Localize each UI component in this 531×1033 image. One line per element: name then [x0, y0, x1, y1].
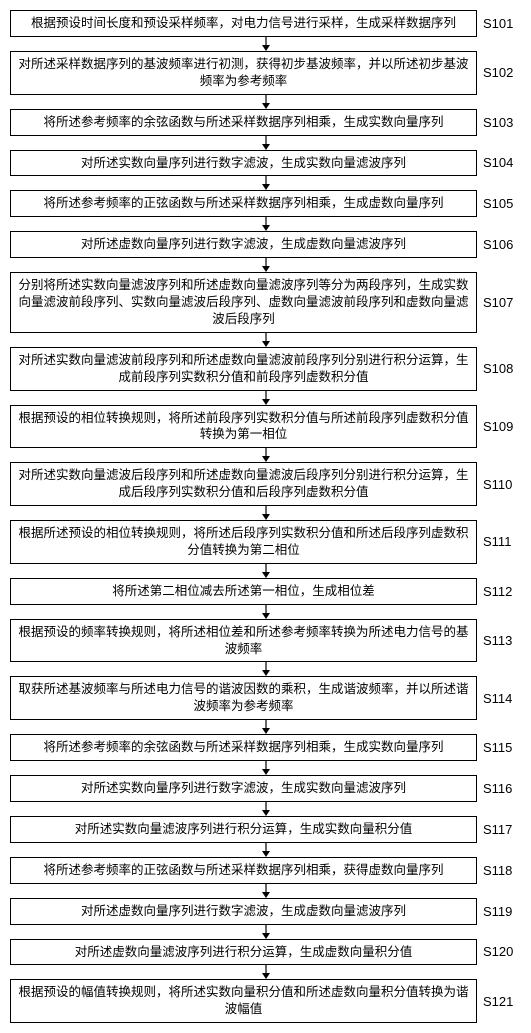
flow-step-label: S119 — [483, 904, 521, 919]
flow-step-box: 将所述参考频率的正弦函数与所述采样数据序列相乘，生成虚数向量序列 — [10, 190, 477, 217]
flow-arrow — [10, 217, 521, 231]
flowchart-container: 根据预设时间长度和预设采样频率，对电力信号进行采样，生成采样数据序列 S101 对所… — [10, 10, 521, 1023]
flow-arrow — [10, 761, 521, 775]
flow-step-label: S102 — [483, 65, 521, 80]
flow-step-box: 对所述虚数向量滤波序列进行积分运算，生成虚数向量积分值 — [10, 939, 477, 966]
flow-arrow — [10, 136, 521, 150]
flow-arrow — [10, 506, 521, 520]
flow-step-label: S116 — [483, 781, 521, 796]
flow-step: 对所述虚数向量序列进行数字滤波，生成虚数向量滤波序列 S119 — [10, 898, 521, 925]
flow-step-box: 将所述参考频率的余弦函数与所述采样数据序列相乘，生成实数向量序列 — [10, 109, 477, 136]
flow-step-label: S121 — [483, 994, 521, 1009]
flow-step-label: S118 — [483, 863, 521, 878]
flow-step-box: 取获所述基波频率与所述电力信号的谐波因数的乘积，生成谐波频率，并以所述谐波频率为… — [10, 676, 477, 720]
flow-step-label: S112 — [483, 584, 521, 599]
flow-step-label: S117 — [483, 822, 521, 837]
flow-step-label: S107 — [483, 295, 521, 310]
flow-step: 对所述实数向量序列进行数字滤波，生成实数向量滤波序列 S116 — [10, 775, 521, 802]
flow-arrow — [10, 925, 521, 939]
flow-arrow — [10, 176, 521, 190]
flow-step: 对所述实数向量滤波后段序列和所述虚数向量滤波后段序列分别进行积分运算，生成后段序… — [10, 462, 521, 506]
flow-step-label: S113 — [483, 633, 521, 648]
flow-step-box: 对所述实数向量滤波序列进行积分运算，生成实数向量积分值 — [10, 816, 477, 843]
flow-step-box: 对所述实数向量滤波后段序列和所述虚数向量滤波后段序列分别进行积分运算，生成后段序… — [10, 462, 477, 506]
flow-arrow — [10, 37, 521, 51]
flow-step-box: 根据所述预设的相位转换规则，将所述后段序列实数积分值和所述后段序列虚数积分值转换… — [10, 520, 477, 564]
flow-step-box: 将所述参考频率的余弦函数与所述采样数据序列相乘，生成实数向量序列 — [10, 734, 477, 761]
flow-step-label: S120 — [483, 944, 521, 959]
flow-arrow — [10, 258, 521, 272]
flow-step-label: S103 — [483, 115, 521, 130]
flow-arrow — [10, 662, 521, 676]
flow-arrow — [10, 448, 521, 462]
flow-step-label: S108 — [483, 361, 521, 376]
flow-step: 根据所述预设的相位转换规则，将所述后段序列实数积分值和所述后段序列虚数积分值转换… — [10, 520, 521, 564]
flow-step-label: S101 — [483, 16, 521, 31]
flow-step-box: 根据预设的相位转换规则，将所述前段序列实数积分值与所述前段序列虚数积分值转换为第… — [10, 405, 477, 449]
flow-step-box: 将所述参考频率的正弦函数与所述采样数据序列相乘，获得虚数向量序列 — [10, 857, 477, 884]
flow-step-box: 分别将所述实数向量滤波序列和所述虚数向量滤波序列等分为两段序列，生成实数向量滤波… — [10, 272, 477, 333]
flow-step-label: S115 — [483, 740, 521, 755]
flow-arrow — [10, 95, 521, 109]
flow-step-label: S104 — [483, 155, 521, 170]
flow-step-label: S111 — [483, 534, 521, 549]
flow-arrow — [10, 965, 521, 979]
flow-step-box: 对所述实数向量滤波前段序列和所述虚数向量滤波前段序列分别进行积分运算，生成前段序… — [10, 347, 477, 391]
flow-step-box: 根据预设的幅值转换规则，将所述实数向量积分值和所述虚数向量积分值转换为谐波幅值 — [10, 979, 477, 1023]
flow-step: 将所述参考频率的余弦函数与所述采样数据序列相乘，生成实数向量序列 S115 — [10, 734, 521, 761]
flow-arrow — [10, 720, 521, 734]
flow-step-box: 对所述实数向量序列进行数字滤波，生成实数向量滤波序列 — [10, 775, 477, 802]
flow-step: 分别将所述实数向量滤波序列和所述虚数向量滤波序列等分为两段序列，生成实数向量滤波… — [10, 272, 521, 333]
flow-arrow — [10, 802, 521, 816]
flow-step: 对所述虚数向量滤波序列进行积分运算，生成虚数向量积分值 S120 — [10, 939, 521, 966]
flow-step: 对所述虚数向量序列进行数字滤波，生成虚数向量滤波序列 S106 — [10, 231, 521, 258]
flow-arrow — [10, 333, 521, 347]
flow-arrow — [10, 564, 521, 578]
flow-step: 根据预设的相位转换规则，将所述前段序列实数积分值与所述前段序列虚数积分值转换为第… — [10, 405, 521, 449]
flow-arrow — [10, 843, 521, 857]
flow-step: 根据预设时间长度和预设采样频率，对电力信号进行采样，生成采样数据序列 S101 — [10, 10, 521, 37]
flow-step: 根据预设的幅值转换规则，将所述实数向量积分值和所述虚数向量积分值转换为谐波幅值 S… — [10, 979, 521, 1023]
flow-step-box: 将所述第二相位减去所述第一相位，生成相位差 — [10, 578, 477, 605]
flow-step-box: 根据预设时间长度和预设采样频率，对电力信号进行采样，生成采样数据序列 — [10, 10, 477, 37]
flow-step-box: 对所述实数向量序列进行数字滤波，生成实数向量滤波序列 — [10, 150, 477, 177]
flow-step-box: 对所述采样数据序列的基波频率进行初测，获得初步基波频率，并以所述初步基波频率为参… — [10, 51, 477, 95]
flow-step: 根据预设的频率转换规则，将所述相位差和所述参考频率转换为所述电力信号的基波频率 S… — [10, 619, 521, 663]
flow-step-box: 对所述虚数向量序列进行数字滤波，生成虚数向量滤波序列 — [10, 898, 477, 925]
flow-step-label: S109 — [483, 419, 521, 434]
flow-arrow — [10, 605, 521, 619]
flow-step-label: S114 — [483, 691, 521, 706]
flow-step: 将所述第二相位减去所述第一相位，生成相位差 S112 — [10, 578, 521, 605]
flow-step: 将所述参考频率的余弦函数与所述采样数据序列相乘，生成实数向量序列 S103 — [10, 109, 521, 136]
flow-step-label: S105 — [483, 196, 521, 211]
flow-step: 对所述实数向量滤波序列进行积分运算，生成实数向量积分值 S117 — [10, 816, 521, 843]
flow-arrow — [10, 884, 521, 898]
flow-step-label: S106 — [483, 237, 521, 252]
flow-step: 对所述采样数据序列的基波频率进行初测，获得初步基波频率，并以所述初步基波频率为参… — [10, 51, 521, 95]
flow-step: 将所述参考频率的正弦函数与所述采样数据序列相乘，获得虚数向量序列 S118 — [10, 857, 521, 884]
flow-step-box: 根据预设的频率转换规则，将所述相位差和所述参考频率转换为所述电力信号的基波频率 — [10, 619, 477, 663]
flow-step: 取获所述基波频率与所述电力信号的谐波因数的乘积，生成谐波频率，并以所述谐波频率为… — [10, 676, 521, 720]
flow-step: 对所述实数向量滤波前段序列和所述虚数向量滤波前段序列分别进行积分运算，生成前段序… — [10, 347, 521, 391]
flow-step: 将所述参考频率的正弦函数与所述采样数据序列相乘，生成虚数向量序列 S105 — [10, 190, 521, 217]
flow-step-box: 对所述虚数向量序列进行数字滤波，生成虚数向量滤波序列 — [10, 231, 477, 258]
flow-step: 对所述实数向量序列进行数字滤波，生成实数向量滤波序列 S104 — [10, 150, 521, 177]
flow-arrow — [10, 391, 521, 405]
flow-step-label: S110 — [483, 477, 521, 492]
